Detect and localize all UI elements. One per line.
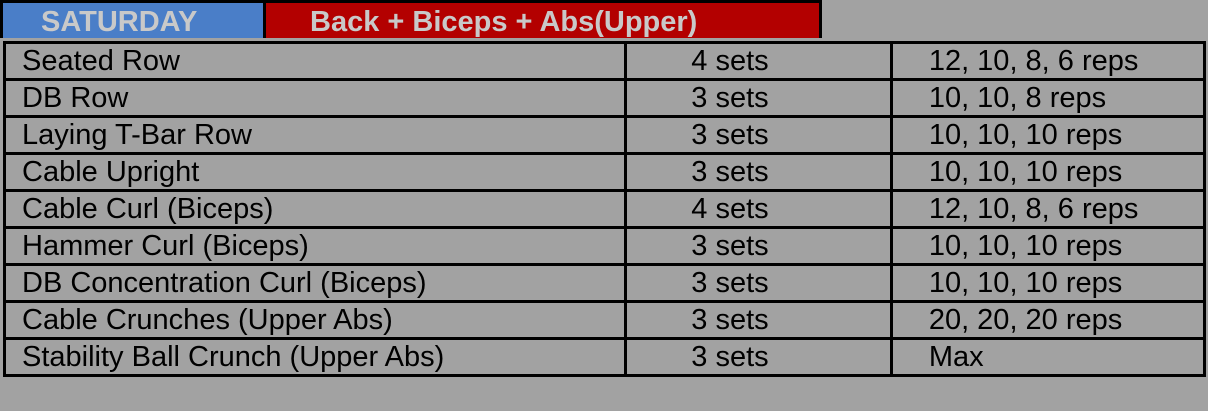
exercise-name: DB Row bbox=[2, 78, 628, 118]
day-label: SATURDAY bbox=[0, 0, 266, 38]
workout-title: Back + Biceps + Abs(Upper) bbox=[266, 0, 822, 38]
exercise-reps: 12, 10, 8, 6 reps bbox=[889, 41, 1207, 81]
table-row: Cable Curl (Biceps) 4 sets 12, 10, 8, 6 … bbox=[2, 189, 1207, 229]
exercise-sets: 3 sets bbox=[624, 300, 893, 340]
exercise-sets: 4 sets bbox=[624, 41, 893, 81]
exercise-reps: 10, 10, 10 reps bbox=[889, 263, 1207, 303]
exercise-reps: 10, 10, 8 reps bbox=[889, 78, 1207, 118]
table-row: DB Concentration Curl (Biceps) 3 sets 10… bbox=[2, 263, 1207, 303]
table-row: Hammer Curl (Biceps) 3 sets 10, 10, 10 r… bbox=[2, 226, 1207, 266]
exercise-sets: 3 sets bbox=[624, 263, 893, 303]
exercise-table: Seated Row 4 sets 12, 10, 8, 6 reps DB R… bbox=[2, 41, 1207, 377]
exercise-reps: 10, 10, 10 reps bbox=[889, 152, 1207, 192]
exercise-sets: 3 sets bbox=[624, 152, 893, 192]
exercise-reps: 10, 10, 10 reps bbox=[889, 115, 1207, 155]
exercise-name: DB Concentration Curl (Biceps) bbox=[2, 263, 628, 303]
table-row: Cable Crunches (Upper Abs) 3 sets 20, 20… bbox=[2, 300, 1207, 340]
exercise-reps: 10, 10, 10 reps bbox=[889, 226, 1207, 266]
exercise-sets: 3 sets bbox=[624, 226, 893, 266]
table-row: Stability Ball Crunch (Upper Abs) 3 sets… bbox=[2, 337, 1207, 377]
exercise-sets: 3 sets bbox=[624, 115, 893, 155]
table-row: DB Row 3 sets 10, 10, 8 reps bbox=[2, 78, 1207, 118]
workout-header: SATURDAY Back + Biceps + Abs(Upper) bbox=[0, 0, 822, 44]
exercise-sets: 4 sets bbox=[624, 189, 893, 229]
exercise-name: Stability Ball Crunch (Upper Abs) bbox=[2, 337, 628, 377]
table-row: Seated Row 4 sets 12, 10, 8, 6 reps bbox=[2, 41, 1207, 81]
exercise-name: Laying T-Bar Row bbox=[2, 115, 628, 155]
exercise-sets: 3 sets bbox=[624, 337, 893, 377]
exercise-reps: 20, 20, 20 reps bbox=[889, 300, 1207, 340]
exercise-name: Cable Crunches (Upper Abs) bbox=[2, 300, 628, 340]
exercise-sets: 3 sets bbox=[624, 78, 893, 118]
exercise-reps: Max bbox=[889, 337, 1207, 377]
exercise-name: Cable Upright bbox=[2, 152, 628, 192]
exercise-reps: 12, 10, 8, 6 reps bbox=[889, 189, 1207, 229]
table-row: Cable Upright 3 sets 10, 10, 10 reps bbox=[2, 152, 1207, 192]
exercise-name: Hammer Curl (Biceps) bbox=[2, 226, 628, 266]
exercise-name: Seated Row bbox=[2, 41, 628, 81]
table-row: Laying T-Bar Row 3 sets 10, 10, 10 reps bbox=[2, 115, 1207, 155]
exercise-name: Cable Curl (Biceps) bbox=[2, 189, 628, 229]
